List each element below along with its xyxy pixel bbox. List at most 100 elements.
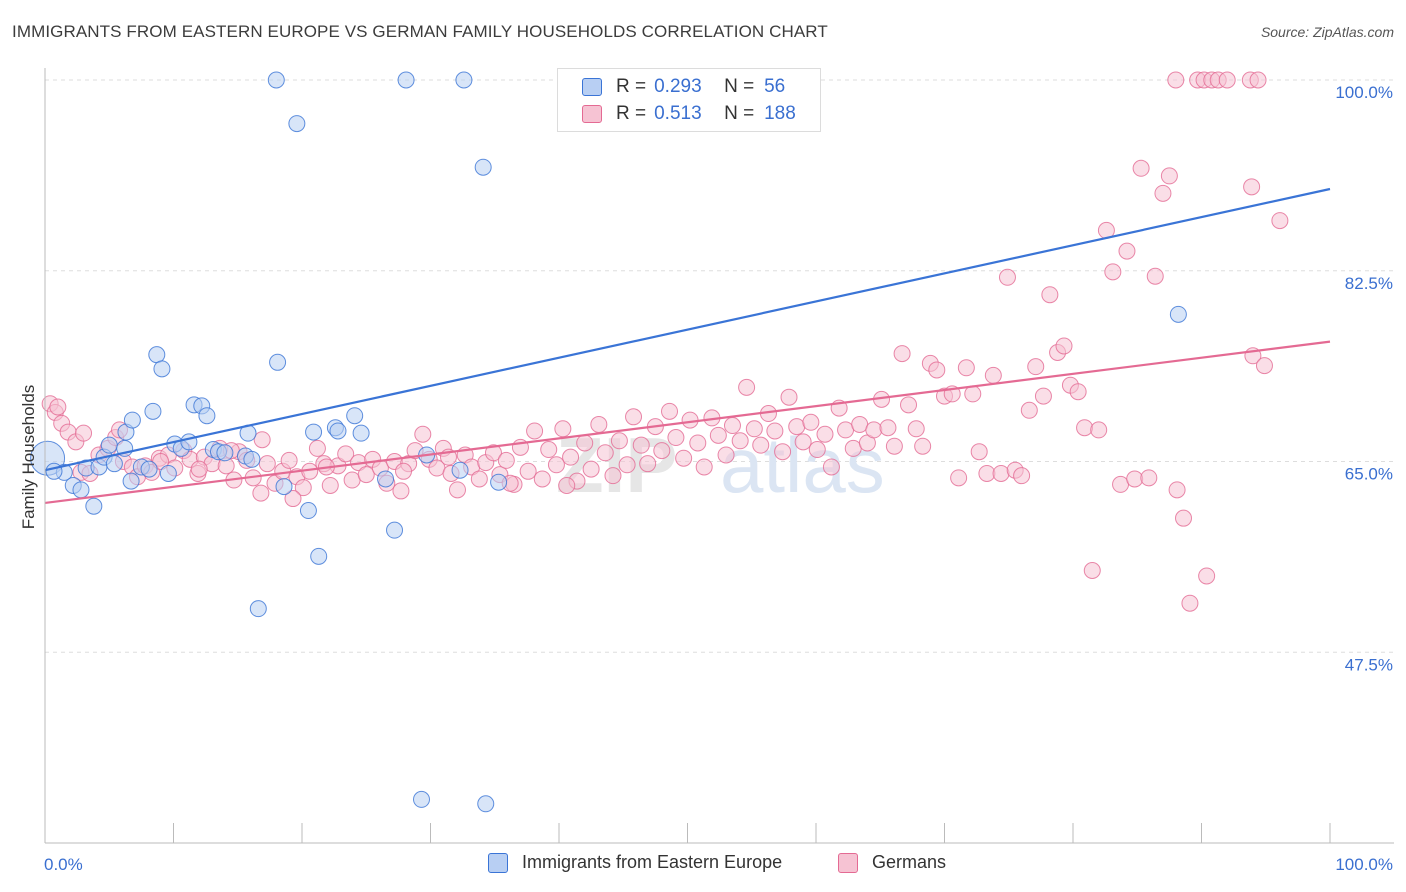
german-point [1168, 481, 1186, 499]
german-point [822, 458, 840, 476]
german-point [562, 448, 580, 466]
german-point [1020, 401, 1038, 419]
immigrant-point [490, 473, 508, 491]
x-tick-label-min: 0.0% [44, 855, 83, 874]
german-point [675, 449, 693, 467]
german-point [885, 437, 903, 455]
german-point [625, 408, 643, 426]
immigrant-point [249, 600, 267, 618]
german-point [738, 378, 756, 396]
german-point [590, 415, 608, 433]
german-point [639, 455, 657, 473]
german-point [321, 476, 339, 494]
legend-swatch-pink [838, 852, 858, 873]
german-point [1118, 242, 1136, 260]
immigrant-point [45, 462, 63, 480]
german-point [794, 433, 812, 451]
german-point [816, 425, 834, 443]
german-point [576, 434, 594, 452]
german-point [1104, 263, 1122, 281]
german-point [1090, 421, 1108, 439]
german-point [554, 420, 572, 438]
german-point [75, 424, 93, 442]
german-point [717, 446, 735, 464]
german-point [978, 464, 996, 482]
german-point [1146, 267, 1164, 285]
immigrant-point [275, 478, 293, 496]
immigrant-point [1169, 305, 1187, 323]
german-point [851, 415, 869, 433]
german-point [1271, 212, 1289, 230]
german-point [294, 479, 312, 497]
german-point [689, 434, 707, 452]
immigrant-point [122, 472, 140, 490]
legend-swatch-blue [582, 78, 602, 96]
germans-points [41, 71, 1289, 612]
german-point [470, 470, 488, 488]
immigrant-point [144, 402, 162, 420]
german-point [1198, 567, 1216, 585]
german-point [610, 432, 628, 450]
german-point [914, 437, 932, 455]
german-point [1132, 159, 1150, 177]
german-point [343, 471, 361, 489]
german-point [1167, 71, 1185, 89]
german-point [392, 482, 410, 500]
immigrant-point [397, 71, 415, 89]
german-point [1055, 337, 1073, 355]
german-point [681, 411, 699, 429]
n-label: N = [724, 76, 755, 97]
german-point [280, 451, 298, 469]
german-point [1154, 184, 1172, 202]
german-point [964, 385, 982, 403]
german-point [780, 388, 798, 406]
german-point [618, 456, 636, 474]
german-point [448, 481, 466, 499]
german-point [879, 419, 897, 437]
german-point [950, 469, 968, 487]
trend-lines [44, 187, 1331, 505]
german-point [667, 429, 685, 447]
german-point [484, 444, 502, 462]
immigrant-point [198, 407, 216, 425]
immigrant-point [346, 407, 364, 425]
german-point [190, 460, 208, 478]
immigrant-point [386, 521, 404, 539]
german-point [752, 436, 770, 454]
german-point [1160, 167, 1178, 185]
german-point [900, 396, 918, 414]
german-point [766, 422, 784, 440]
german-point [661, 402, 679, 420]
immigrant-point [329, 422, 347, 440]
y-tick-label: 47.5% [1345, 655, 1393, 674]
legend-item-germans[interactable]: Germans [838, 852, 946, 873]
german-point [1249, 71, 1267, 89]
immigrant-point [105, 455, 123, 473]
german-point [802, 413, 820, 431]
legend-item-immigrants[interactable]: Immigrants from Eastern Europe [488, 852, 782, 873]
n-value: 56 [764, 76, 786, 97]
y-tick-label: 82.5% [1345, 274, 1393, 293]
german-point [957, 359, 975, 377]
correlation-legend: R = 0.293 N = 56 R = 0.513 N = 188 [557, 68, 821, 132]
immigrant-point [455, 71, 473, 89]
german-point [653, 442, 671, 460]
series-legend: Immigrants from Eastern Europe Germans [0, 852, 1406, 878]
immigrant-point [413, 790, 431, 808]
y-tick-label: 100.0% [1335, 83, 1393, 102]
german-point [695, 458, 713, 476]
immigrant-point [352, 424, 370, 442]
german-point [998, 268, 1016, 286]
german-point [1181, 594, 1199, 612]
german-point [533, 470, 551, 488]
immigrant-point [269, 353, 287, 371]
immigrant-point [267, 71, 285, 89]
german-point [1076, 419, 1094, 437]
germans-trend-line [44, 340, 1331, 505]
german-point [808, 441, 826, 459]
german-point [1083, 562, 1101, 579]
german-point [253, 431, 271, 449]
german-point [844, 439, 862, 457]
german-point [582, 460, 600, 478]
german-point [928, 361, 946, 379]
